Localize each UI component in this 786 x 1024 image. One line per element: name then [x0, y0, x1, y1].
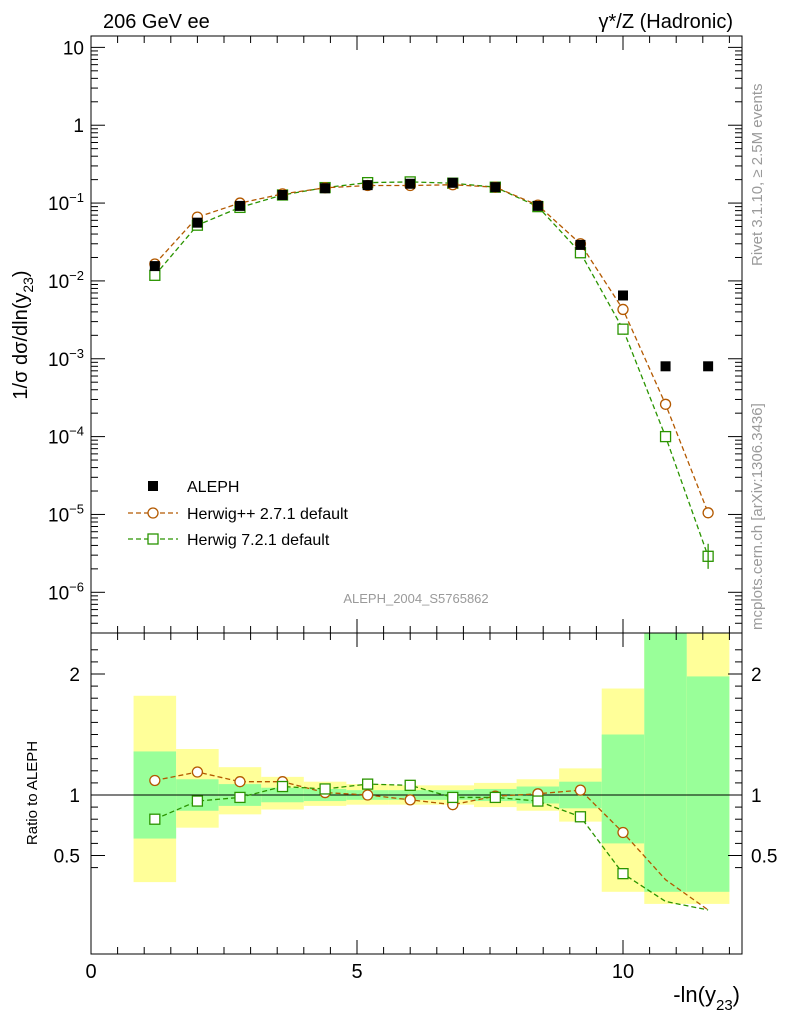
- data-point: [149, 269, 161, 281]
- ratio-y-tick-label-right: 1: [751, 786, 762, 807]
- ratio-point: [447, 791, 459, 804]
- legend-label: Herwig++ 2.7.1 default: [187, 506, 349, 523]
- uncertainty-band-green: [601, 734, 645, 844]
- x-tick-label: 0: [85, 961, 96, 983]
- legend-label: ALEPH: [187, 479, 239, 496]
- ratio-y-tick-label-right: 2: [751, 665, 762, 686]
- ratio-point: [574, 784, 587, 796]
- y-tick-label: 10−4: [48, 424, 84, 449]
- mcplots-label: mcplots.cern.ch [arXiv:1306.3436]: [749, 403, 766, 630]
- data-point: [617, 303, 629, 316]
- ratio-point: [319, 783, 331, 795]
- data-point: [660, 361, 671, 372]
- data-point: [703, 361, 714, 372]
- ratio-point: [276, 780, 289, 793]
- data-point: [320, 183, 331, 194]
- ratio-series-line: [154, 771, 709, 911]
- ratio-point: [617, 826, 629, 839]
- ratio-point: [149, 813, 161, 825]
- data-point: [702, 507, 714, 519]
- legend: ALEPH Herwig++ 2.7.1 default Herwig 7.2.1 …: [128, 479, 349, 549]
- analysis-id-label: ALEPH_2004_S5765862: [343, 591, 488, 606]
- ratio-point: [361, 789, 374, 801]
- legend-marker: [147, 533, 159, 545]
- data-point: [659, 398, 672, 410]
- y-tick-label: 10−1: [48, 190, 84, 215]
- data-point: [362, 180, 373, 191]
- ratio-point: [191, 766, 204, 778]
- legend-marker: [147, 507, 159, 519]
- y-tick-label: 10−6: [48, 579, 84, 604]
- y-tick-label: 10−3: [48, 346, 84, 371]
- ratio-panel-frame: [90, 632, 743, 955]
- y-tick-label: 10−5: [48, 501, 84, 526]
- ratio-y-tick-label-left: 2: [69, 665, 80, 686]
- data-point: [447, 177, 458, 188]
- data-point: [617, 323, 629, 335]
- ratio-series-line: [154, 783, 709, 911]
- ratio-point: [532, 795, 544, 807]
- rivet-version-label: Rivet 3.1.10, ≥ 2.5M events: [749, 84, 766, 267]
- ratio-point: [404, 779, 416, 791]
- data-point: [618, 290, 628, 301]
- header-right-title: γ*/Z (Hadronic): [599, 11, 733, 33]
- x-axis-label: -ln(y23): [673, 982, 740, 1014]
- x-tick-label: 5: [351, 961, 362, 983]
- data-point: [575, 239, 586, 250]
- uncertainty-band-green: [644, 633, 687, 892]
- ratio-point: [489, 791, 501, 804]
- y-tick-label: 10−2: [48, 268, 84, 293]
- ratio-point: [404, 794, 416, 806]
- data-point: [659, 430, 672, 443]
- ratio-panel: 0.5 0.5 1 1 2 2 Ratio to ALEPH 0 5 10 -ln(y23): [24, 36, 777, 1014]
- data-point: [277, 189, 288, 200]
- ratio-point: [234, 776, 246, 788]
- ratio-y-tick-label-left: 0.5: [54, 847, 80, 868]
- main-y-axis: 10 1 10−1 10−2 10−3 10−4 10−5 10−6: [48, 38, 742, 634]
- ratio-y-tick-label-left: 1: [69, 786, 80, 807]
- ratio-point: [191, 795, 204, 807]
- ratio-y-tick-label-right: 0.5: [751, 847, 777, 868]
- header-left-title: 206 GeV ee: [103, 11, 210, 33]
- ratio-y-axis-label: Ratio to ALEPH: [24, 741, 41, 845]
- ratio-point: [574, 811, 587, 823]
- uncertainty-band-green: [686, 676, 730, 892]
- ratio-point: [234, 791, 246, 804]
- data-point: [405, 178, 416, 189]
- data-point: [532, 200, 543, 211]
- data-point: [490, 182, 501, 193]
- ratio-point: [617, 868, 629, 880]
- data-point: [234, 200, 245, 211]
- series-line-herwigpp: [154, 184, 709, 514]
- x-tick-label: 10: [612, 961, 634, 983]
- data-point: [192, 217, 203, 228]
- ratio-point: [149, 774, 161, 787]
- legend-label: Herwig 7.2.1 default: [187, 532, 330, 549]
- legend-marker: [148, 481, 158, 491]
- main-panel: 10 1 10−1 10−2 10−3 10−4 10−5 10−6 1/σ dσ/dln(y…: [10, 35, 743, 634]
- data-point: [149, 261, 160, 272]
- ratio-series-group: [149, 766, 709, 911]
- main-y-axis-label: 1/σ dσ/dln(y23): [10, 270, 36, 399]
- y-tick-label: 10: [63, 38, 84, 59]
- ratio-point: [361, 778, 374, 790]
- series-line-herwig7: [154, 181, 709, 557]
- x-axis: 0 5 10: [85, 36, 730, 983]
- y-tick-label: 1: [73, 116, 84, 137]
